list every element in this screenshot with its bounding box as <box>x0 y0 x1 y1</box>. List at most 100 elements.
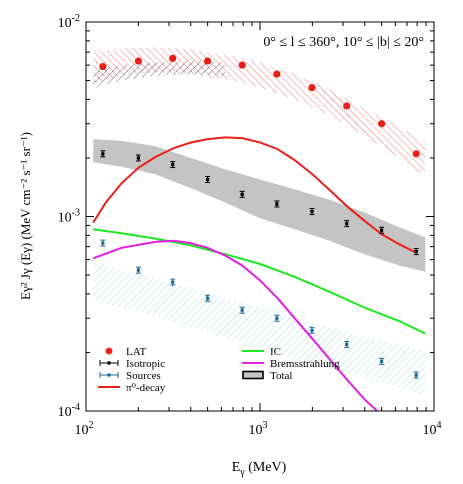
lat-point <box>99 62 107 71</box>
legend-label: IC <box>270 346 281 358</box>
errorbar-point <box>135 266 141 274</box>
errorbar-marker <box>345 342 349 346</box>
errorbar-marker <box>380 359 384 363</box>
legend-item: Total <box>242 370 292 382</box>
x-label-tail: (MeV) <box>245 460 287 475</box>
errorbar-point <box>344 220 350 228</box>
legend-label: Bremsstrahlung <box>270 358 340 370</box>
errorbar-point <box>170 161 176 169</box>
legend-swatch-marker <box>107 373 111 377</box>
errorbar-marker <box>275 202 279 206</box>
y-tick-label-base: 10 <box>58 16 72 31</box>
errorbar-marker <box>380 228 384 232</box>
x-tick-label-exp: 2 <box>89 420 94 431</box>
errorbar-point <box>379 226 385 234</box>
series-line-5 <box>92 239 379 411</box>
legend-item: IC <box>242 346 281 358</box>
errorbar-point <box>379 357 385 365</box>
x-tick-label: 103 <box>249 420 268 438</box>
errorbar-marker <box>101 241 105 245</box>
lat-point <box>169 54 177 62</box>
y-tick-label-exp: -2 <box>72 13 80 24</box>
errorbar-point <box>100 150 106 158</box>
errorbar-point <box>413 371 419 379</box>
errorbar-point <box>309 208 315 216</box>
legend-item: Bremsstrahlung <box>242 358 340 370</box>
errorbar-marker <box>206 177 210 182</box>
x-tick-label-base: 10 <box>75 423 89 438</box>
y-tick-label-exp: -4 <box>72 402 80 413</box>
x-tick-label-base: 10 <box>249 423 263 438</box>
lat-point <box>378 120 386 128</box>
y-tick-label: 10-4 <box>58 402 80 420</box>
errorbar-point <box>205 175 211 183</box>
lines-layer <box>92 136 426 411</box>
errorbar-marker <box>310 209 314 214</box>
errorbar-marker <box>136 156 140 160</box>
ticks-layer <box>85 22 434 412</box>
errorbar-point <box>100 239 106 247</box>
errorbar-point <box>309 326 315 334</box>
errorbar-marker <box>275 316 279 320</box>
region-annotation: 0° ≤ l ≤ 360°, 10° ≤ |b| ≤ 20° <box>263 35 424 50</box>
errorbar-marker <box>206 296 210 300</box>
lat-point <box>134 57 142 65</box>
y-axis-label: Eγ² Jγ (Eγ) (MeV cm⁻² s⁻¹ sr⁻¹) <box>18 132 33 300</box>
legend-swatch-marker <box>107 361 111 365</box>
legend-swatch <box>105 347 113 355</box>
legend-label: Total <box>270 370 292 382</box>
errorbar-marker <box>171 280 175 284</box>
lat-point <box>308 83 316 92</box>
errorbar-marker <box>345 221 349 226</box>
y-tick-label-exp: -3 <box>72 208 80 219</box>
total-band <box>93 139 426 272</box>
x-axis-label: Eγ (MeV) <box>232 460 287 478</box>
lat-point <box>412 150 420 158</box>
lat-point <box>273 70 281 78</box>
x-tick-label-exp: 3 <box>263 420 268 431</box>
errorbar-marker <box>414 249 418 254</box>
legend-item: Isotropic <box>99 358 165 370</box>
errorbar-point <box>205 294 211 302</box>
legend-label: π⁰-decay <box>126 382 166 394</box>
errorbar-marker <box>136 268 140 272</box>
hatched-band-2 <box>93 262 426 396</box>
x-tick-label: 102 <box>75 420 94 438</box>
errorbar-marker <box>414 373 418 377</box>
y-tick-label-base: 10 <box>58 211 72 226</box>
legend-item: Sources <box>99 370 161 382</box>
bands-layer <box>93 47 426 396</box>
lat-point <box>204 57 212 65</box>
legend-label: Isotropic <box>126 358 165 370</box>
legend-label: Sources <box>126 370 161 382</box>
errorbar-marker <box>101 152 105 156</box>
hatched-band-0 <box>93 47 426 177</box>
lat-point <box>238 61 246 69</box>
x-label-sub: γ <box>239 467 245 478</box>
legend-item: LAT <box>105 346 146 358</box>
errorbar-marker <box>171 162 175 167</box>
series-line-4 <box>93 228 426 335</box>
errorbar-point <box>239 306 245 314</box>
x-tick-label: 104 <box>423 420 442 438</box>
lat-point <box>343 102 351 110</box>
series-line-3 <box>92 136 418 254</box>
legend-item: π⁰-decay <box>98 382 166 394</box>
x-label-main: E <box>232 460 241 475</box>
errorbar-point <box>274 200 280 208</box>
errorbar-point <box>413 248 419 256</box>
hatched-band-1 <box>93 61 226 88</box>
errorbar-marker <box>240 308 244 312</box>
points-layer <box>99 54 420 379</box>
errorbar-marker <box>310 328 314 332</box>
errorbar-marker <box>240 192 244 196</box>
x-tick-label-exp: 4 <box>437 420 442 431</box>
legend-swatch <box>242 370 264 380</box>
legend-label: LAT <box>126 346 146 358</box>
errorbar-point <box>239 190 245 198</box>
errorbar-point <box>170 278 176 286</box>
